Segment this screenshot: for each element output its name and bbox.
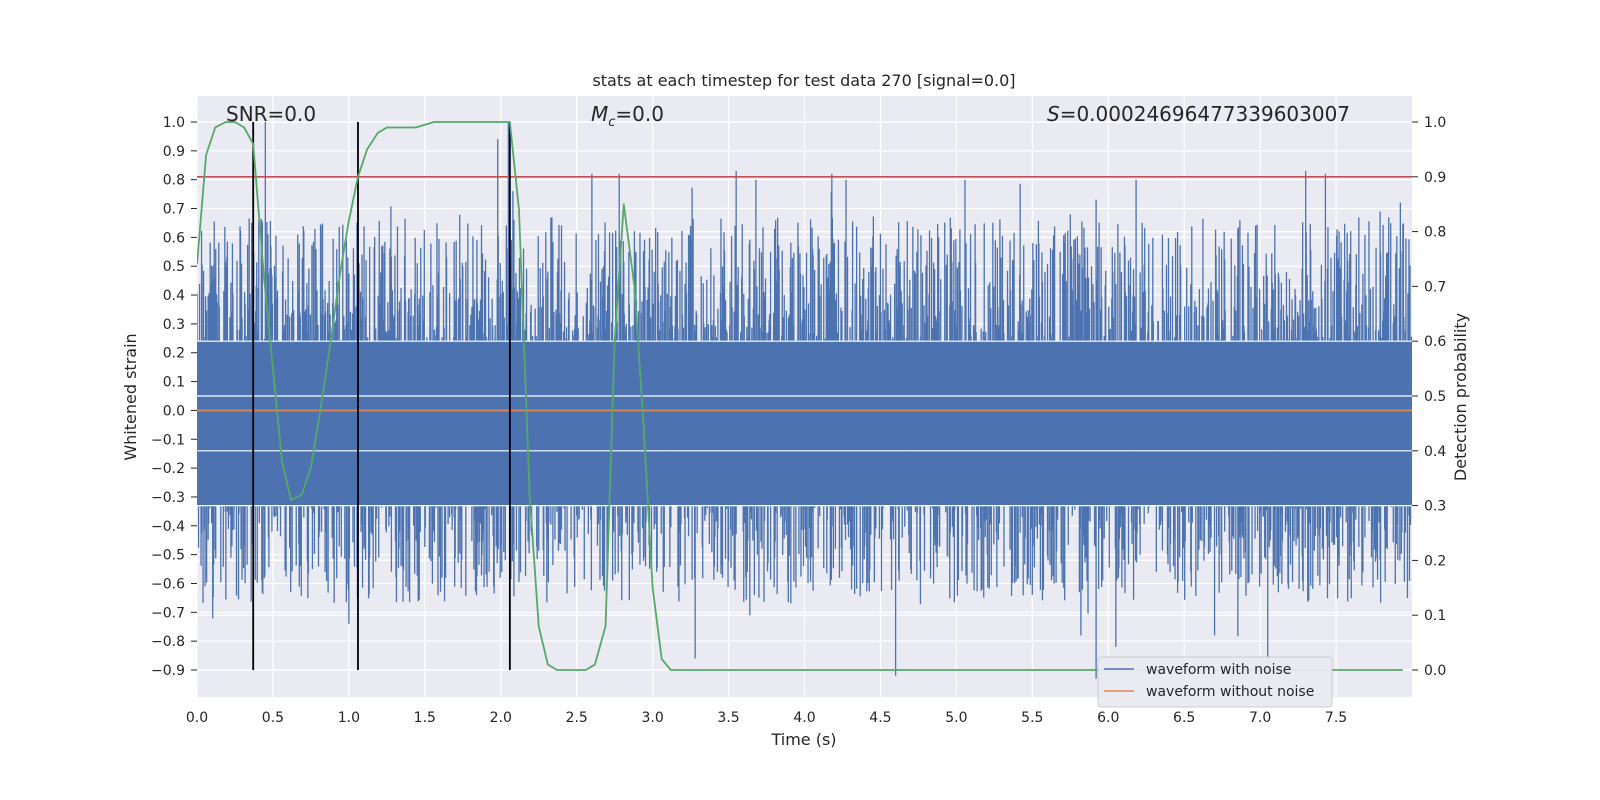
y-right-tick-label: 0.1 — [1424, 608, 1446, 624]
legend-label-clean: waveform without noise — [1146, 684, 1314, 700]
y-left-ticks: 1.0 0.9 0.8 0.7 0.6 0.5 0.4 0.3 0.2 0.1 0.0 −0.1 −0.… — [151, 115, 197, 679]
mc-symbol: M — [591, 102, 608, 126]
series-lines — [197, 121, 1412, 671]
y-left-tick-label: 0.1 — [163, 375, 185, 391]
y-left-tick-label: −0.5 — [151, 548, 185, 564]
y-left-tick-label: 1.0 — [163, 115, 185, 131]
legend: waveform with noise waveform without noi… — [1097, 656, 1333, 708]
y-left-tick-label: −0.7 — [151, 605, 185, 621]
x-tick-label: 2.0 — [490, 710, 512, 726]
legend-box — [1097, 656, 1333, 708]
x-tick-label: 1.0 — [338, 710, 360, 726]
x-tick-label: 6.0 — [1097, 710, 1119, 726]
y-left-tick-label: −0.2 — [151, 461, 185, 477]
x-tick-label: 1.5 — [414, 710, 436, 726]
x-axis-label: Time (s) — [770, 730, 836, 749]
y-right-tick-label: 0.3 — [1424, 499, 1446, 515]
y-right-tick-label: 0.5 — [1424, 389, 1446, 405]
x-tick-label: 7.0 — [1249, 710, 1271, 726]
x-tick-label: 3.5 — [717, 710, 739, 726]
y-left-tick-label: −0.9 — [151, 663, 185, 679]
x-tick-label: 0.5 — [262, 710, 284, 726]
y-right-tick-label: 1.0 — [1424, 115, 1446, 131]
y-left-tick-label: 0.2 — [163, 346, 185, 362]
y-right-tick-label: 0.7 — [1424, 279, 1446, 295]
legend-label-noise: waveform with noise — [1146, 662, 1291, 678]
x-tick-label: 4.5 — [869, 710, 891, 726]
y-left-tick-label: 0.8 — [163, 173, 185, 189]
x-tick-label: 6.5 — [1173, 710, 1195, 726]
y-left-tick-label: 0.7 — [163, 202, 185, 218]
x-tick-label: 0.0 — [186, 710, 208, 726]
y-left-tick-label: −0.6 — [151, 576, 185, 592]
detection-probability-line — [197, 121, 1403, 671]
y-left-tick-label: −0.8 — [151, 634, 185, 650]
s-symbol: S — [1047, 102, 1060, 126]
mc-subscript: c — [608, 115, 615, 130]
y-left-tick-label: −0.4 — [151, 519, 185, 535]
y-left-tick-label: 0.0 — [163, 403, 185, 419]
s-value: =0.0002469647733960300​7 — [1060, 102, 1350, 126]
y-left-tick-label: 0.4 — [163, 288, 185, 304]
y-left-tick-label: 0.6 — [163, 230, 185, 246]
x-tick-label: 5.5 — [1021, 710, 1043, 726]
y-left-tick-label: −0.1 — [151, 432, 185, 448]
s-annotation: S=0.0002469647733960300​7 — [1047, 102, 1350, 126]
y-right-tick-label: 0.8 — [1424, 225, 1446, 241]
x-tick-label: 2.5 — [566, 710, 588, 726]
y-right-tick-label: 0.4 — [1424, 444, 1446, 460]
y-left-tick-label: 0.9 — [163, 144, 185, 160]
x-tick-label: 7.5 — [1325, 710, 1347, 726]
mc-annotation: Mc=0.0 — [591, 102, 664, 130]
chart-title: stats at each timestep for test data 270… — [592, 71, 1015, 90]
x-ticks: 0.0 0.5 1.0 1.5 2.0 2.5 3.0 3.5 4.0 4.5 5.0 5.5 6.0 6… — [186, 710, 1347, 726]
y-axis-label-right: Detection probability — [1451, 313, 1470, 481]
y-right-tick-label: 0.2 — [1424, 553, 1446, 569]
x-tick-label: 5.0 — [945, 710, 967, 726]
x-tick-label: 4.0 — [793, 710, 815, 726]
y-right-tick-label: 0.0 — [1424, 663, 1446, 679]
y-right-tick-label: 0.6 — [1424, 334, 1446, 350]
mc-value: =0.0 — [615, 102, 664, 126]
y-left-tick-label: 0.5 — [163, 259, 185, 275]
snr-annotation: SNR=0.0 — [226, 102, 316, 126]
y-right-ticks: 1.0 0.9 0.8 0.7 0.6 0.5 0.4 0.3 0.2 0.1 0.0 — [1412, 115, 1446, 679]
y-left-tick-label: −0.3 — [151, 490, 185, 506]
y-right-tick-label: 0.9 — [1424, 170, 1446, 186]
y-left-tick-label: 0.3 — [163, 317, 185, 333]
noise-waveform — [197, 122, 1412, 679]
y-axis-label-left: Whitened strain — [121, 333, 140, 460]
x-tick-label: 3.0 — [641, 710, 663, 726]
